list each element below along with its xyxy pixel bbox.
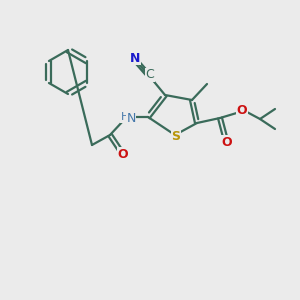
Text: C: C [146,68,154,82]
Text: S: S [172,130,181,142]
Text: H: H [121,112,129,122]
Text: O: O [222,136,232,148]
Text: O: O [118,148,128,160]
Text: N: N [126,112,136,125]
Text: N: N [130,52,140,64]
Text: O: O [237,104,247,118]
